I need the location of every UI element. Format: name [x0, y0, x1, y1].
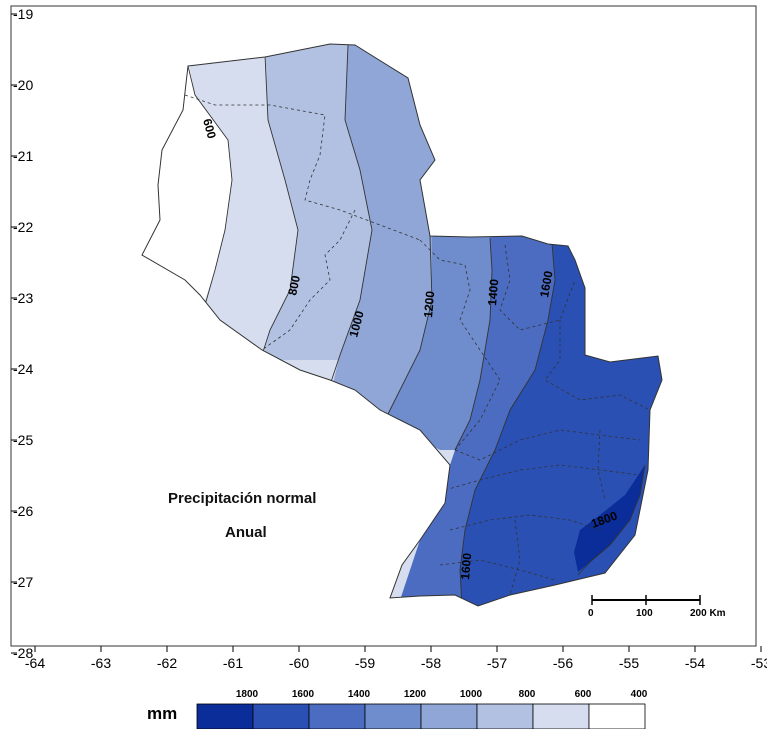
country-outline: [141, 43, 663, 607]
color-legend: mm 1800 1600 1400 1200 1000 800 600 400: [147, 689, 648, 729]
contour-label-1200: 1200: [421, 290, 437, 318]
contour-1600: [459, 243, 556, 606]
scale-bar: 0 100 200 Km: [588, 595, 726, 619]
legend-swatch: [588, 703, 646, 729]
x-tick-label: -63: [91, 655, 111, 671]
x-tick-label: -55: [619, 655, 639, 671]
map-title-line2: Anual: [225, 524, 267, 541]
contour-label-600: 600: [200, 117, 219, 140]
contour-600: [187, 65, 233, 306]
y-tick-label: -27: [13, 574, 33, 590]
contour-lines: [187, 44, 646, 606]
contour-label-1000: 1000: [346, 309, 367, 339]
legend-label: 1800: [236, 689, 259, 700]
contour-label-1400: 1400: [485, 278, 501, 306]
y-tick-label: -21: [13, 148, 33, 164]
legend-swatch: [420, 703, 478, 729]
x-tick-label: -58: [421, 655, 441, 671]
contour-labels: 600 800 1000 1200 1400 1600 1800 1600: [200, 117, 619, 580]
band-above-1800: [574, 465, 645, 572]
y-axis: -19 -20 -21 -22 -23 -24 -25 -26 -27 -28: [11, 6, 33, 661]
contour-1000: [329, 44, 373, 386]
x-tick-label: -53: [751, 655, 767, 671]
contour-800: [261, 54, 299, 356]
x-tick-label: -62: [157, 655, 177, 671]
contour-label-800: 800: [285, 274, 303, 297]
x-tick-label: -56: [553, 655, 573, 671]
scale-label-200: 200 Km: [690, 608, 726, 619]
legend-swatch: [196, 703, 254, 729]
legend-label: 1400: [348, 689, 371, 700]
department-boundaries: [184, 94, 651, 596]
y-tick-label: -22: [13, 219, 33, 235]
x-tick-label: -57: [487, 655, 507, 671]
x-tick-label: -64: [25, 655, 45, 671]
legend-label: 400: [631, 689, 648, 700]
legend-swatch: [476, 703, 534, 729]
x-axis: -64 -63 -62 -61 -60 -59 -58 -57 -56 -55 -54 -53: [25, 646, 767, 671]
scale-label-100: 100: [636, 608, 653, 619]
x-tick-label: -59: [355, 655, 375, 671]
legend-swatch: [364, 703, 422, 729]
y-tick-label: -28: [13, 645, 33, 661]
x-tick-label: -61: [223, 655, 243, 671]
y-tick-label: -24: [13, 361, 33, 377]
legend-swatch: [532, 703, 590, 729]
map-title-line1: Precipitación normal: [168, 490, 316, 507]
contour-label-1600-south: 1600: [458, 552, 474, 580]
legend-label: 600: [575, 689, 592, 700]
legend-label: 1600: [292, 689, 315, 700]
legend-swatch: [308, 703, 366, 729]
legend-label: 800: [519, 689, 536, 700]
contour-label-1600-north: 1600: [537, 269, 555, 298]
y-tick-label: -19: [13, 6, 33, 22]
scale-label-0: 0: [588, 608, 594, 619]
x-tick-label: -60: [289, 655, 309, 671]
y-tick-label: -23: [13, 290, 33, 306]
contour-1200: [384, 235, 433, 421]
y-tick-label: -25: [13, 432, 33, 448]
y-tick-label: -26: [13, 503, 33, 519]
legend-label: 1000: [460, 689, 483, 700]
contour-1800: [577, 464, 646, 576]
legend-unit: mm: [147, 704, 177, 723]
y-tick-label: -20: [13, 77, 33, 93]
legend-swatch: [252, 703, 310, 729]
contour-1400: [454, 237, 493, 451]
legend-label: 1200: [404, 689, 427, 700]
x-tick-label: -54: [685, 655, 705, 671]
